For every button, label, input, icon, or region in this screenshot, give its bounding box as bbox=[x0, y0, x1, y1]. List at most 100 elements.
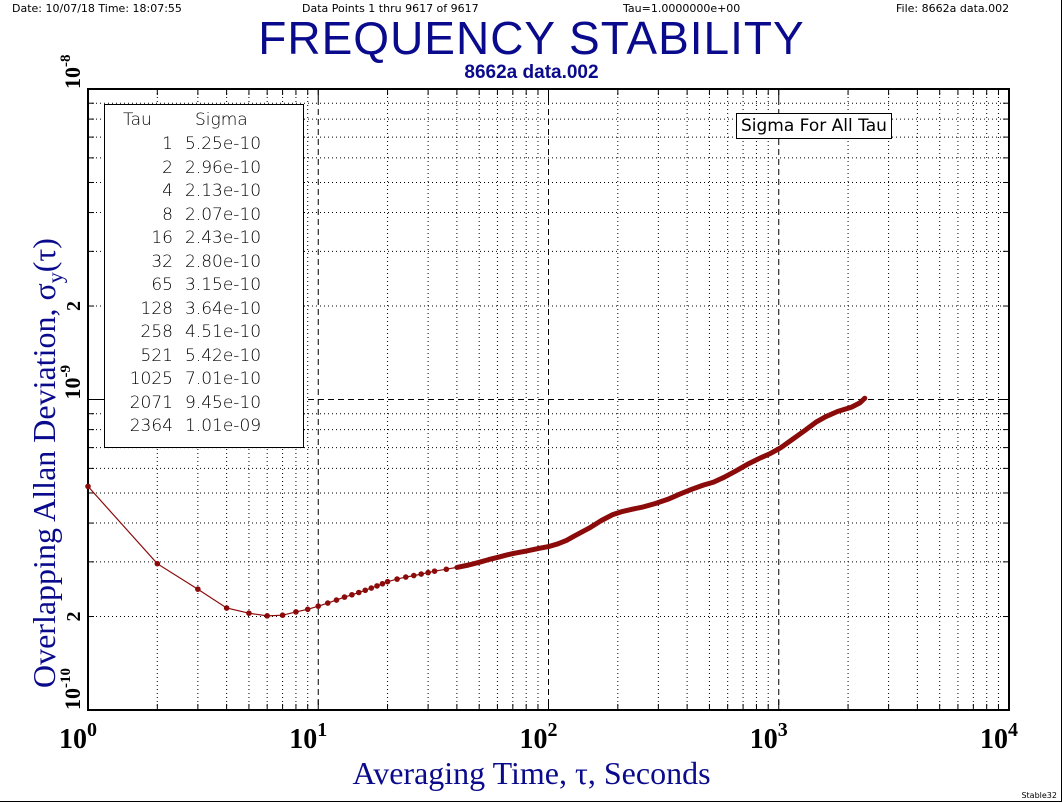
table-cell-tau: 2 bbox=[162, 157, 173, 178]
table-cell-tau: 521 bbox=[140, 345, 173, 366]
table-cell-tau: 4 bbox=[162, 181, 173, 201]
data-point bbox=[379, 580, 386, 587]
table-cell-sigma: 5.25e-10 bbox=[185, 134, 262, 154]
annotation-sigma-for-all-tau: Sigma For All Tau bbox=[736, 113, 892, 139]
svg-text:10-8: 10-8 bbox=[58, 55, 85, 90]
data-point bbox=[324, 600, 331, 606]
table-row: 258 4.51e-10 bbox=[105, 322, 303, 345]
axis-ticks bbox=[88, 89, 1009, 710]
data-point bbox=[410, 572, 417, 579]
table-cell-sigma: 2.13e-10 bbox=[185, 181, 262, 201]
y-tick-label: 2 bbox=[63, 301, 85, 311]
x-tick-label: 104 bbox=[980, 719, 1018, 755]
table-row: 65 3.15e-10 bbox=[105, 275, 303, 298]
data-point bbox=[85, 483, 91, 490]
table-row: 2 2.96e-10 bbox=[105, 158, 303, 181]
data-point bbox=[293, 609, 299, 615]
x-tick-label: 100 bbox=[59, 719, 97, 755]
chart-title: FREQUENCY STABILITY bbox=[258, 12, 805, 64]
table-cell-tau: 65 bbox=[151, 275, 173, 295]
table-cell-sigma: 2.43e-10 bbox=[185, 228, 262, 248]
svg-text:10-9: 10-9 bbox=[58, 365, 85, 400]
table-cell-sigma: 3.64e-10 bbox=[185, 298, 262, 319]
date-time-label: Date: 10/07/18 Time: 18:07:55 bbox=[12, 2, 182, 15]
y-tick-label: 10-10 bbox=[58, 668, 85, 710]
sigma-table: Tau Sigma 1 5.25e-10 2 2.96e-10 4 2.13e-10 8 2.… bbox=[104, 104, 304, 448]
file-label: File: 8662a data.002 bbox=[896, 2, 1010, 15]
data-points-label: Data Points 1 thru 9617 of 9617 bbox=[302, 2, 479, 15]
data-point bbox=[431, 568, 438, 574]
x-axis-label: Averaging Time, τ, Seconds bbox=[352, 755, 711, 791]
y-tick-label: 2 bbox=[63, 612, 85, 622]
data-point bbox=[264, 613, 270, 619]
data-point bbox=[341, 594, 348, 600]
table-row: 16 2.43e-10 bbox=[105, 228, 303, 251]
table-cell-sigma: 4.51e-10 bbox=[185, 322, 262, 342]
data-point bbox=[304, 606, 311, 613]
data-point bbox=[315, 603, 322, 609]
table-row: 128 3.64e-10 bbox=[105, 299, 303, 322]
table-row: 4 2.13e-10 bbox=[105, 181, 303, 204]
table-row: 1025 7.01e-10 bbox=[105, 369, 303, 392]
svg-text:2: 2 bbox=[63, 612, 85, 622]
table-cell-sigma: 1.01e-09 bbox=[185, 416, 262, 436]
data-point bbox=[279, 612, 286, 618]
table-cell-tau: 128 bbox=[140, 298, 173, 319]
table-row: 521 5.42e-10 bbox=[105, 346, 303, 369]
data-point bbox=[443, 566, 450, 573]
x-tick-label: 101 bbox=[289, 719, 327, 755]
data-point bbox=[362, 587, 369, 594]
series-sigma bbox=[85, 395, 868, 619]
data-point bbox=[195, 586, 201, 592]
data-point bbox=[418, 571, 425, 577]
table-row: 32 2.80e-10 bbox=[105, 252, 303, 275]
y-tick-label: 10-8 bbox=[58, 55, 85, 90]
svg-text:10-10: 10-10 bbox=[58, 668, 85, 710]
data-point bbox=[349, 591, 355, 598]
table-row: 8 2.07e-10 bbox=[105, 205, 303, 228]
data-point bbox=[154, 560, 161, 567]
x-tick-label: 102 bbox=[520, 719, 558, 755]
data-point bbox=[223, 605, 230, 611]
data-point bbox=[425, 569, 431, 576]
x-tick-label: 103 bbox=[750, 719, 788, 755]
data-point bbox=[333, 597, 340, 603]
series-dense-trace bbox=[454, 395, 868, 570]
table-cell-sigma: 5.42e-10 bbox=[185, 345, 262, 366]
data-point bbox=[394, 576, 400, 582]
data-point bbox=[402, 574, 409, 580]
grid-lines bbox=[88, 89, 1009, 710]
data-point bbox=[355, 589, 362, 596]
table-cell-tau: 1025 bbox=[129, 369, 173, 389]
chart-subtitle: 8662a data.002 bbox=[464, 62, 599, 83]
table-header-sigma: Sigma bbox=[195, 110, 248, 130]
table-cell-tau: 2071 bbox=[129, 392, 173, 413]
data-point bbox=[246, 610, 252, 617]
y-tick-labels: 10-10 2 10-9 2 10-8 bbox=[58, 55, 85, 711]
y-tick-label: 10-9 bbox=[58, 365, 85, 400]
table-cell-sigma: 3.15e-10 bbox=[185, 275, 262, 295]
data-point bbox=[384, 578, 391, 585]
y-axis-label: Overlapping Allan Deviation, σy(τ) bbox=[26, 238, 68, 688]
data-point bbox=[368, 585, 375, 591]
data-point bbox=[374, 583, 380, 589]
table-cell-sigma: 9.45e-10 bbox=[185, 392, 262, 413]
table-cell-sigma: 2.80e-10 bbox=[185, 251, 262, 272]
table-cell-tau: 8 bbox=[162, 204, 173, 225]
svg-text:2: 2 bbox=[63, 301, 85, 311]
table-row: 2364 1.01e-09 bbox=[105, 416, 303, 439]
table-cell-tau: 2364 bbox=[129, 416, 173, 436]
table-cell-sigma: 2.96e-10 bbox=[185, 157, 262, 178]
tau-label: Tau=1.0000000e+00 bbox=[623, 2, 741, 15]
table-header-tau: Tau bbox=[123, 110, 152, 130]
footer-label: Stable32 bbox=[1021, 791, 1057, 800]
table-cell-tau: 258 bbox=[140, 322, 173, 342]
x-tick-labels: 100 101 102 103 104 bbox=[59, 719, 1018, 755]
table-cell-sigma: 2.07e-10 bbox=[185, 204, 262, 225]
table-row: 1 5.25e-10 bbox=[105, 134, 303, 157]
table-cell-tau: 32 bbox=[151, 251, 173, 272]
table-cell-sigma: 7.01e-10 bbox=[185, 369, 262, 389]
table-cell-tau: 16 bbox=[151, 228, 173, 248]
table-cell-tau: 1 bbox=[162, 134, 173, 154]
